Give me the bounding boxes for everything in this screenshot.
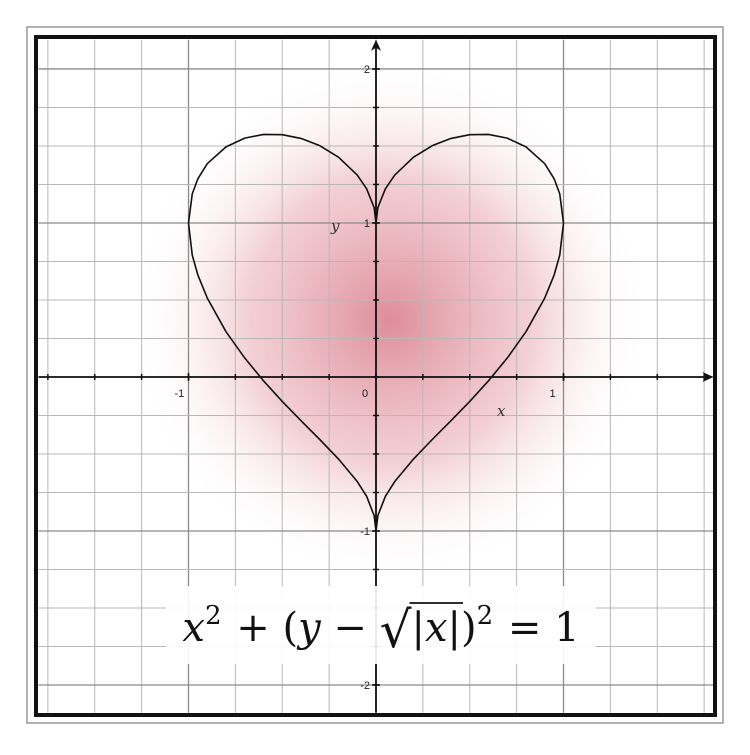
y-axis-arrow <box>371 39 381 51</box>
curve <box>187 133 565 224</box>
formula-part: y <box>296 605 322 651</box>
formula-part: x <box>425 605 448 651</box>
x-tick-label: 1 <box>550 388 556 400</box>
x-axis-arrow <box>702 371 714 382</box>
y-tick-label: 2 <box>364 64 370 76</box>
formula-box <box>166 586 596 664</box>
plot-area: -1 0 1 -2 -1 1 2 <box>38 39 714 713</box>
formula-part: x <box>182 605 205 651</box>
inner-frame <box>34 35 717 717</box>
formula-part: + ( <box>224 605 299 651</box>
formula-part: | <box>448 605 461 651</box>
y-tick-label: -1 <box>360 526 370 538</box>
x-tick-label: 0 <box>362 388 368 400</box>
curve <box>187 222 565 532</box>
y-axis-label: y <box>330 217 340 235</box>
formula-part: ) <box>461 605 477 651</box>
formula-part: 2 <box>477 601 494 631</box>
formula-part: √ <box>380 601 412 659</box>
x-tick-label: -1 <box>175 388 185 400</box>
formula-part: − <box>321 605 380 651</box>
y-tick-label: 1 <box>364 218 370 230</box>
formula-part: = 1 <box>495 605 579 651</box>
y-tick-label: -2 <box>360 680 370 692</box>
x-axis-label: x <box>497 402 506 420</box>
formula-part: 2 <box>205 601 222 631</box>
formula-part: | <box>412 605 425 651</box>
